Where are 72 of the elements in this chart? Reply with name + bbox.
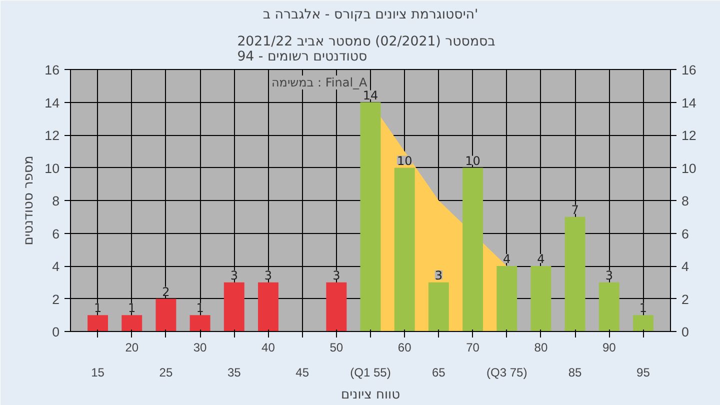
chart-subtitle: בסמסטר (02/2021) סמסטר אביב 2021/22 סטודנטים רשומים - 94 xyxy=(237,34,496,64)
y2-tick-label: 10 xyxy=(682,160,696,176)
x-tick-label: 25 xyxy=(159,366,173,380)
x-tick-label: (Q3 75) xyxy=(486,366,528,380)
data-label: 3 xyxy=(332,268,340,282)
x-tick-label: 90 xyxy=(602,340,616,354)
x-axis-title: טווח ציונים xyxy=(340,388,400,402)
x-tick-label: (Q1 55) xyxy=(350,366,391,380)
x-tick-label: 20 xyxy=(125,340,139,354)
data-label: 3 xyxy=(230,268,238,282)
bar xyxy=(394,168,415,332)
bar xyxy=(633,315,654,332)
x-tick-label: 70 xyxy=(466,340,480,354)
data-label: 3 xyxy=(434,268,443,282)
data-label: 4 xyxy=(537,252,545,266)
bar xyxy=(88,315,108,332)
y-tick-label: 12 xyxy=(44,128,60,143)
bar xyxy=(258,282,278,332)
data-label: 3 xyxy=(605,268,613,282)
x-tick-label: 30 xyxy=(193,340,208,354)
data-label: 14 xyxy=(362,88,378,102)
data-label: 1 xyxy=(94,301,102,316)
bar xyxy=(190,315,210,332)
x-tick-label: 65 xyxy=(432,366,446,380)
y-axis-title: מספר סטודנטים xyxy=(22,156,37,246)
bar xyxy=(462,168,483,332)
x-tick-label: 85 xyxy=(568,366,582,380)
bar xyxy=(326,282,347,332)
bar xyxy=(156,298,176,332)
y2-tick-label: 0 xyxy=(682,324,689,340)
data-label: 1 xyxy=(639,301,648,316)
x-tick-label: 50 xyxy=(330,340,344,354)
y2-tick-label: 16 xyxy=(682,62,696,78)
x-tick-label: 35 xyxy=(227,366,242,380)
y2-tick-label: 6 xyxy=(682,226,689,242)
y-tick-label: 8 xyxy=(52,194,60,208)
y2-tick-label: 14 xyxy=(682,95,697,110)
annotation: במשימה : Final_A xyxy=(271,76,368,90)
bar xyxy=(428,282,449,332)
data-label: 10 xyxy=(396,154,412,168)
y2-tick-label: 12 xyxy=(682,128,696,143)
data-label: 10 xyxy=(465,154,480,168)
x-tick-label: 45 xyxy=(296,366,310,380)
bar xyxy=(360,102,381,332)
y-tick-label: 6 xyxy=(52,226,60,242)
data-label: 3 xyxy=(264,268,272,282)
chart-title: היסטוגרמת ציונים בקורס - אלגברה ב' xyxy=(262,8,478,22)
x-tick-label: 40 xyxy=(262,340,276,354)
y-tick-label: 4 xyxy=(52,259,60,274)
x-tick-label: 60 xyxy=(398,340,412,354)
y-tick-label: 2 xyxy=(52,292,60,307)
bar xyxy=(564,216,586,332)
y-tick-label: 16 xyxy=(44,62,60,78)
bar xyxy=(530,266,552,332)
y-tick-label: 14 xyxy=(44,95,60,110)
data-label: 7 xyxy=(571,202,579,217)
bar xyxy=(122,315,142,332)
data-label: 4 xyxy=(503,252,511,266)
y2-tick-label: 4 xyxy=(682,259,690,274)
x-tick-label: 80 xyxy=(534,340,548,354)
data-label: 1 xyxy=(196,301,204,316)
x-tick-label: 15 xyxy=(91,366,105,380)
y-tick-label: 0 xyxy=(52,324,60,340)
data-label: 1 xyxy=(128,301,136,316)
y-tick-label: 10 xyxy=(44,160,60,176)
bar xyxy=(224,282,244,332)
bar xyxy=(496,266,518,332)
x-tick-label: 95 xyxy=(636,366,650,380)
bar xyxy=(598,282,620,332)
y2-tick-label: 8 xyxy=(682,194,689,208)
data-label: 2 xyxy=(162,284,170,299)
y2-tick-label: 2 xyxy=(682,292,689,307)
